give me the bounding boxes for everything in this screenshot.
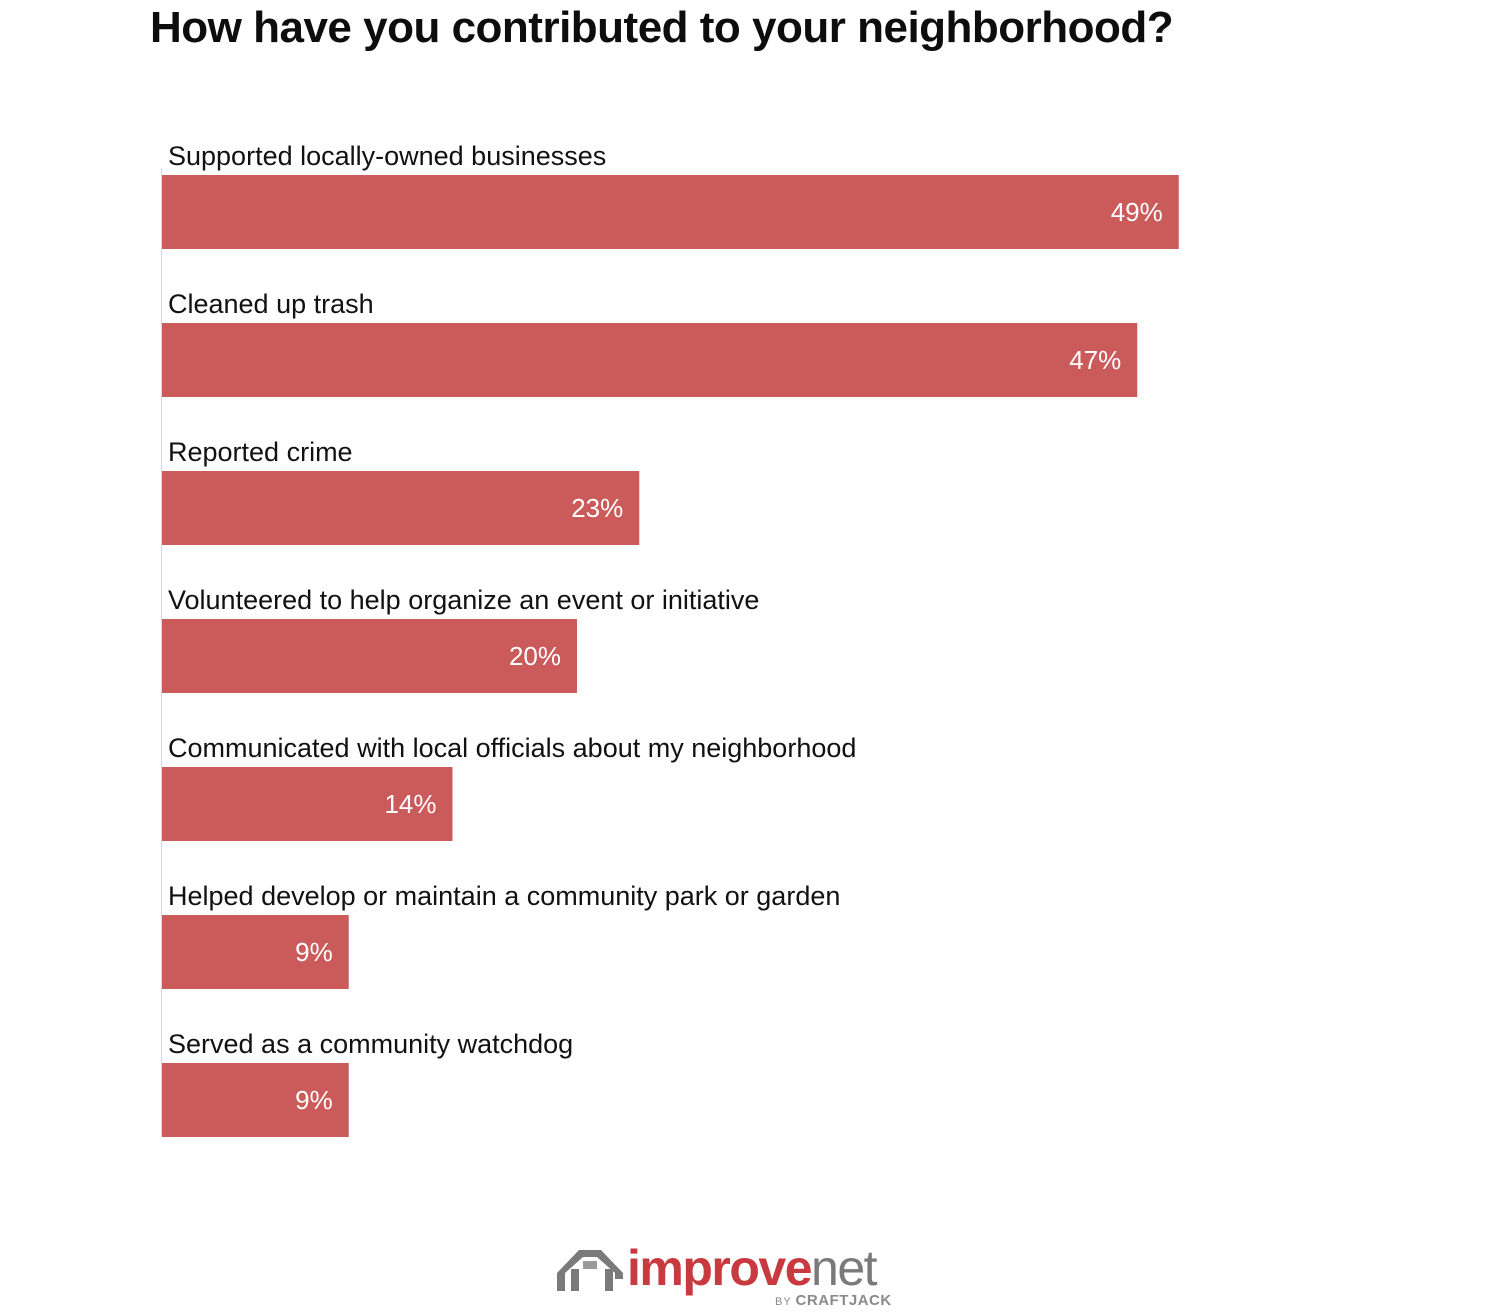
bar [162,915,349,989]
bar [162,323,1138,397]
category-label: Volunteered to help organize an event or… [168,585,759,615]
category-label: Served as a community watchdog [168,1029,573,1059]
bar [162,767,453,841]
logo-by-text: BY [775,1296,792,1308]
bar [162,175,1179,249]
value-label: 47% [1069,345,1121,375]
category-label: Communicated with local officials about … [168,733,856,763]
value-label: 9% [295,1085,333,1115]
category-label: Helped develop or maintain a community p… [168,881,840,911]
logo-wordmark: improvenet [627,1240,878,1296]
bar [162,619,577,693]
house-roof-icon [557,1250,623,1291]
value-label: 20% [509,641,561,671]
logo-byline: BY CRAFTJACK [775,1292,892,1309]
value-label: 49% [1111,197,1163,227]
bar [162,471,640,545]
category-label: Cleaned up trash [168,289,374,319]
logo-net-text: net [811,1240,878,1296]
value-label: 9% [295,937,333,967]
category-label: Reported crime [168,437,353,467]
logo-improve-text: improve [627,1240,813,1296]
value-label: 23% [571,493,623,523]
chart-title: How have you contributed to your neighbo… [150,3,1174,52]
category-label: Supported locally-owned businesses [168,141,606,171]
bar [162,1063,349,1137]
value-label: 14% [384,789,436,819]
improvenet-logo: improvenet BY CRAFTJACK [555,1240,895,1312]
logo-craftjack-text: CRAFTJACK [795,1292,892,1309]
